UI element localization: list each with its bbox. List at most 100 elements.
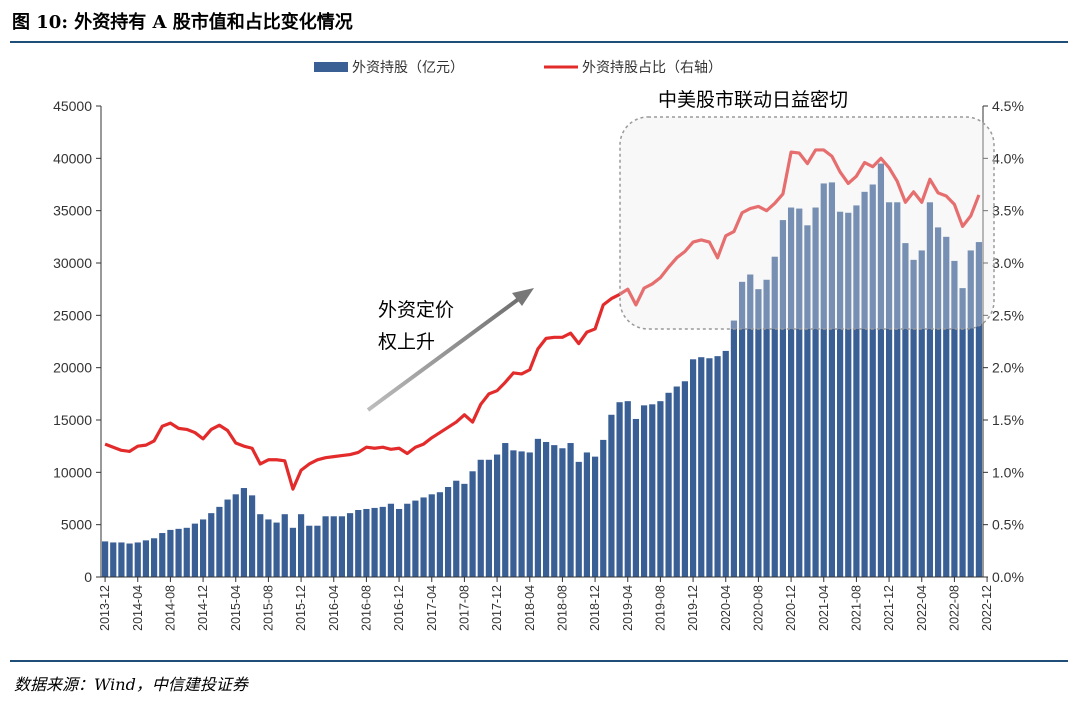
- bar: [689, 359, 697, 577]
- x-tick-label: 2021-04: [817, 585, 831, 631]
- x-tick-label: 2021-12: [882, 585, 896, 631]
- bar: [306, 525, 313, 577]
- bar: [126, 543, 133, 577]
- trend-arrow-label-line1: 外资定价: [378, 299, 454, 321]
- bar: [853, 205, 860, 577]
- bar: [763, 279, 770, 577]
- bar: [412, 500, 419, 577]
- bar: [314, 525, 321, 577]
- x-tick-label: 2019-08: [653, 585, 667, 631]
- share-line: [104, 148, 981, 491]
- bar: [404, 503, 411, 577]
- bar: [477, 459, 484, 577]
- bar: [183, 527, 190, 577]
- legend-bar-label: 外资持股（亿元）: [352, 60, 464, 76]
- bar: [828, 182, 836, 577]
- bar: [861, 191, 868, 577]
- bar: [346, 513, 354, 577]
- x-tick-label: 2018-04: [523, 585, 537, 631]
- left-tick-label: 35000: [53, 203, 92, 219]
- title-rule: [10, 41, 1068, 43]
- bar: [845, 212, 852, 577]
- right-tick-label: 2.0%: [992, 360, 1024, 376]
- bar: [387, 503, 395, 577]
- left-tick-label: 25000: [53, 307, 92, 323]
- legend: 外资持股（亿元） 外资持股占比（右轴）: [314, 60, 722, 76]
- bar: [681, 381, 689, 577]
- left-axis-ticks: 0 5000 10000 15000 20000 25000 30000 35000 40000…: [53, 98, 101, 585]
- bar: [640, 405, 648, 577]
- bar: [551, 445, 558, 577]
- bar: [232, 494, 239, 577]
- bar: [926, 202, 934, 578]
- bar: [485, 459, 493, 577]
- bar: [420, 497, 427, 577]
- bar: [796, 208, 803, 577]
- x-tick-label: 2018-08: [555, 585, 569, 631]
- bar: [943, 236, 950, 577]
- bar: [600, 439, 607, 577]
- bar: [216, 506, 223, 577]
- bar: [632, 418, 640, 577]
- x-tick-label: 2019-12: [686, 585, 700, 631]
- bar: [395, 508, 403, 577]
- x-tick-label: 2021-08: [849, 585, 863, 631]
- bar: [649, 404, 656, 577]
- bar: [624, 401, 631, 577]
- bar: [322, 516, 329, 577]
- x-axis-labels: 2013-12 2014-04 2014-08 2014-12 2015-04 2015-…: [98, 577, 994, 631]
- bar: [787, 207, 795, 577]
- bar: [371, 507, 378, 577]
- bar: [934, 227, 942, 577]
- bar: [804, 225, 811, 577]
- bar: [591, 456, 599, 577]
- right-tick-label: 4.0%: [992, 150, 1024, 166]
- bar: [175, 528, 182, 577]
- bar: [567, 443, 574, 577]
- bar: [101, 541, 109, 577]
- bar: [755, 289, 762, 577]
- x-tick-label: 2020-04: [719, 585, 733, 631]
- x-tick-label: 2019-04: [621, 585, 635, 631]
- bar: [894, 202, 901, 578]
- bar: [967, 250, 974, 577]
- bar: [224, 499, 231, 577]
- bar: [502, 443, 509, 577]
- x-tick-label: 2016-12: [392, 585, 406, 631]
- bar: [771, 256, 778, 577]
- left-tick-label: 0: [84, 569, 92, 585]
- line-series-layer: [104, 148, 981, 491]
- bar: [281, 514, 288, 577]
- bar: [199, 519, 207, 577]
- bar: [444, 486, 452, 577]
- bar: [959, 288, 966, 577]
- bar: [657, 401, 664, 577]
- bar: [738, 281, 746, 577]
- footer-rule: [10, 660, 1068, 662]
- legend-bar-swatch: [314, 62, 348, 72]
- trend-arrow-shaft: [366, 296, 522, 412]
- right-tick-label: 0.5%: [992, 517, 1024, 533]
- bar: [142, 540, 150, 577]
- bar: [616, 402, 623, 577]
- left-tick-label: 5000: [61, 517, 92, 533]
- x-tick-label: 2020-12: [784, 585, 798, 631]
- x-tick-label: 2017-04: [425, 585, 439, 631]
- x-tick-label: 2014-08: [163, 585, 177, 631]
- x-tick-label: 2018-12: [588, 585, 602, 631]
- right-tick-label: 4.5%: [992, 98, 1024, 114]
- right-tick-label: 3.5%: [992, 203, 1024, 219]
- legend-line-label: 外资持股占比（右轴）: [582, 60, 722, 76]
- x-tick-label: 2015-08: [261, 585, 275, 631]
- bar: [240, 488, 248, 577]
- x-tick-label: 2022-08: [947, 585, 961, 631]
- bar: [265, 519, 272, 577]
- bar: [510, 450, 517, 577]
- bar: [355, 510, 362, 577]
- bar: [608, 414, 615, 577]
- figure-title: 图 10: 外资持有 A 股市值和占比变化情况: [12, 12, 353, 33]
- right-tick-label: 0.0%: [992, 569, 1024, 585]
- highlight-box-label: 中美股市联动日益密切: [658, 89, 848, 111]
- bar: [297, 514, 305, 577]
